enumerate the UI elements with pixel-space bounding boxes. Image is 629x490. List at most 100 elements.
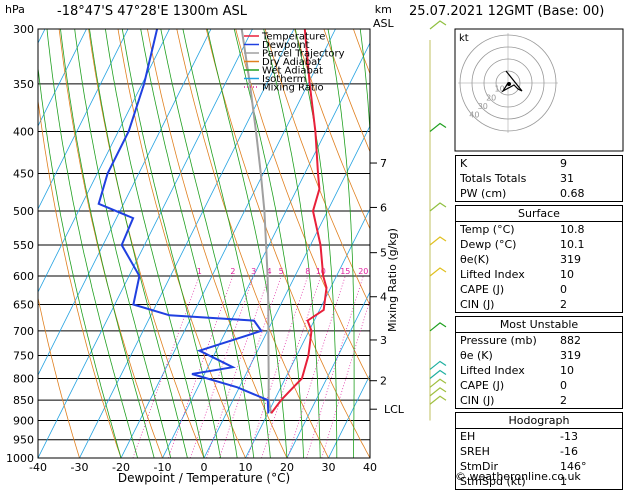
tt-value: 31	[560, 171, 618, 186]
mixing-ratio-axis-label: Mixing Ratio (g/kg)	[386, 228, 399, 332]
lcl-label: LCL	[384, 403, 405, 416]
wind-barb	[430, 396, 446, 404]
wind-barb	[430, 268, 446, 276]
mixing-ratio-label: 10	[316, 267, 326, 276]
mu-cape-row: CAPE (J)0	[456, 378, 622, 393]
mixing-ratio-label: 15	[340, 267, 350, 276]
dry-adiabat	[30, 29, 121, 458]
km-tick-label: 2	[380, 375, 387, 388]
legend-entry: Mixing Ratio	[262, 83, 324, 94]
pressure-tick-label: 850	[13, 394, 34, 407]
pressure-tick-label: 900	[13, 414, 34, 427]
sreh-label: SREH	[460, 444, 560, 459]
wind-barb	[430, 323, 446, 331]
pressure-tick-label: 350	[13, 78, 34, 91]
mu-pres-label: Pressure (mb)	[460, 333, 560, 348]
temperature-tick-label: -40	[29, 461, 47, 474]
temperature-tick-label: 30	[322, 461, 336, 474]
pressure-tick-label: 650	[13, 299, 34, 312]
surface-cape-label: CAPE (J)	[460, 282, 560, 297]
temperature-tick-label: 40	[363, 461, 377, 474]
mixing-ratio-label: 1	[197, 267, 202, 276]
k-label: K	[460, 156, 560, 171]
wet-adiabat	[105, 29, 204, 458]
pw-row: PW (cm)0.68	[456, 186, 622, 201]
mu-title: Most Unstable	[456, 317, 622, 332]
surface-theta-label: θe(K)	[460, 252, 560, 267]
mu-theta-label: θe (K)	[460, 348, 560, 363]
km-tick-label: 6	[380, 201, 387, 214]
mixing-ratio-line	[248, 276, 308, 458]
surface-temp-value: 10.8	[560, 222, 618, 237]
wind-barb	[430, 379, 446, 387]
surface-li-value: 10	[560, 267, 618, 282]
surface-dewp-row: Dewp (°C)10.1	[456, 237, 622, 252]
pressure-tick-label: 700	[13, 325, 34, 338]
mixing-ratio-label: 25	[372, 267, 382, 276]
mu-cin-label: CIN (J)	[460, 393, 560, 408]
surface-temp-label: Temp (°C)	[460, 222, 560, 237]
pw-label: PW (cm)	[460, 186, 560, 201]
mixing-ratio-label: 3	[251, 267, 256, 276]
wind-barb	[430, 388, 446, 396]
mu-pres-value: 882	[560, 333, 618, 348]
mixing-ratio-label: 5	[279, 267, 284, 276]
mu-cin-row: CIN (J)2	[456, 393, 622, 408]
surface-dewp-value: 10.1	[560, 237, 618, 252]
wet-adiabat	[328, 29, 354, 458]
eh-label: EH	[460, 429, 560, 444]
km-tick-label: 3	[380, 334, 387, 347]
mixing-ratio-label: 20	[358, 267, 368, 276]
sreh-value: -16	[560, 444, 618, 459]
pressure-tick-label: 800	[13, 372, 34, 385]
surface-cin-label: CIN (J)	[460, 297, 560, 312]
hodograph-unit-label: kt	[459, 33, 469, 44]
hodograph-frame	[455, 29, 623, 151]
mu-theta-value: 319	[560, 348, 618, 363]
wind-barb	[430, 124, 446, 132]
pressure-tick-label: 600	[13, 270, 34, 283]
mu-cape-label: CAPE (J)	[460, 378, 560, 393]
hodograph-ring-label: 40	[469, 111, 479, 120]
mu-li-label: Lifted Index	[460, 363, 560, 378]
surface-cape-value: 0	[560, 282, 618, 297]
pw-value: 0.68	[560, 186, 618, 201]
sreh-row: SREH-16	[456, 444, 622, 459]
mu-cape-value: 0	[560, 378, 618, 393]
pressure-tick-label: 550	[13, 239, 34, 252]
mu-pres-row: Pressure (mb)882	[456, 333, 622, 348]
mixing-ratio-line	[133, 276, 199, 458]
pressure-tick-label: 950	[13, 434, 34, 447]
surface-dewp-label: Dewp (°C)	[460, 237, 560, 252]
most-unstable-box: Most Unstable Pressure (mb)882 θe (K)319…	[455, 316, 623, 409]
km-tick-label: 7	[380, 157, 387, 170]
storm-motion-marker	[507, 82, 511, 86]
copyright-footer: © weatheronline.co.uk	[455, 470, 581, 483]
wind-barb	[430, 203, 446, 211]
surface-theta-value: 319	[560, 252, 618, 267]
mixing-ratio-label: 8	[305, 267, 310, 276]
wet-adiabat	[34, 29, 121, 458]
pressure-tick-label: 300	[13, 23, 34, 36]
wet-adiabat	[183, 29, 271, 458]
surface-box: Surface Temp (°C)10.8 Dewp (°C)10.1 θe(K…	[455, 205, 623, 313]
pressure-tick-label: 500	[13, 205, 34, 218]
eh-row: EH-13	[456, 429, 622, 444]
isotherm	[38, 29, 253, 458]
surface-title: Surface	[456, 206, 622, 221]
x-axis-label: Dewpoint / Temperature (°C)	[118, 471, 290, 485]
surface-theta-row: θe(K)319	[456, 252, 622, 267]
mixing-ratio-line	[168, 276, 233, 458]
pressure-tick-label: 450	[13, 167, 34, 180]
surface-cin-row: CIN (J)2	[456, 297, 622, 312]
wind-barb	[430, 361, 446, 369]
surface-temp-row: Temp (°C)10.8	[456, 222, 622, 237]
surface-cape-row: CAPE (J)0	[456, 282, 622, 297]
